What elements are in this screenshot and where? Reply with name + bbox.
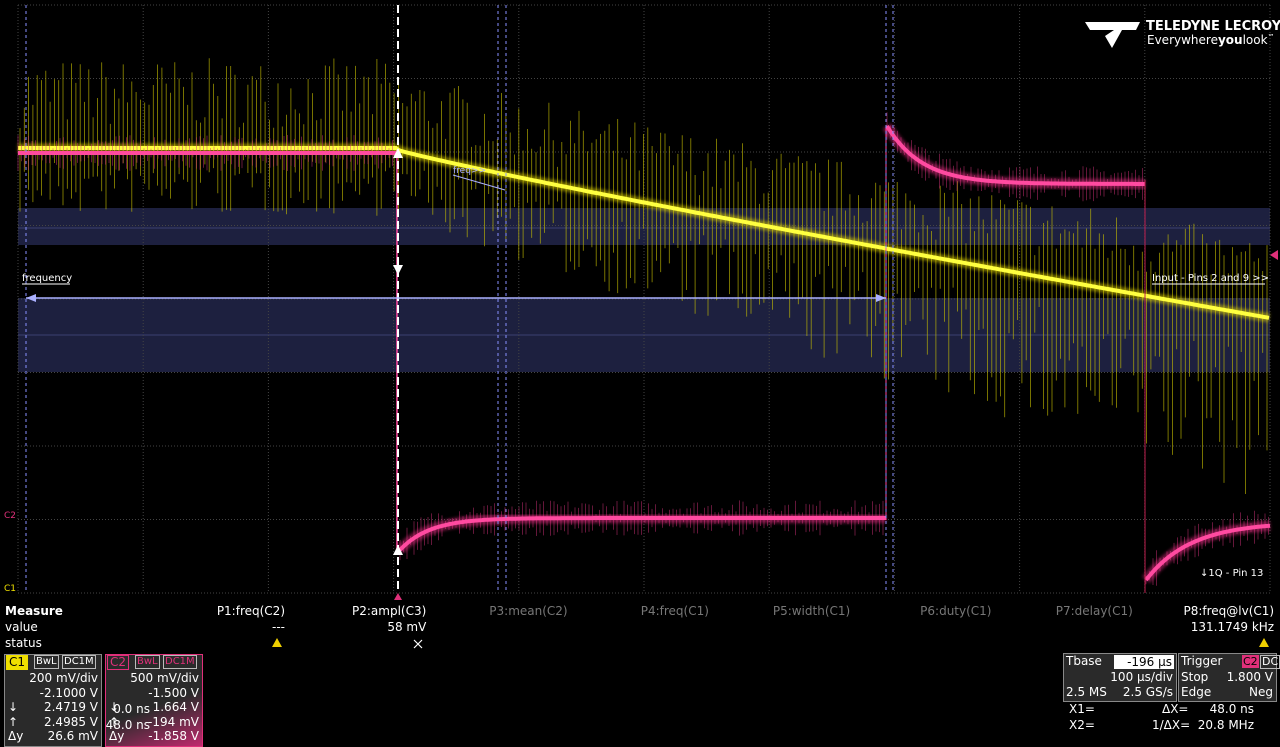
param-name: P8:freq@lv(C1) xyxy=(1183,604,1275,618)
tagline-part: look xyxy=(1243,33,1268,47)
row-symbol: ↑ xyxy=(109,714,120,729)
trigger-type: Edge xyxy=(1181,685,1212,699)
brand: TELEDYNE LECROY xyxy=(1146,19,1280,34)
status-icons xyxy=(272,638,1269,649)
channel-marker: C2 xyxy=(4,511,16,521)
row-symbol: Δy xyxy=(109,729,125,744)
param-value: 58 mV xyxy=(387,620,427,634)
row-value: 2.4719 V xyxy=(43,700,98,715)
c1-noise xyxy=(19,58,1268,494)
row-value: 500 mV/div xyxy=(130,671,199,685)
traces xyxy=(17,58,1271,586)
channel-tag: BwL xyxy=(135,655,160,669)
tbase-samples: 2.5 MS xyxy=(1066,685,1107,699)
timebase-box: Tbase -196 µs 100 µs/div 2.5 MS 2.5 GS/s xyxy=(1063,653,1177,702)
param-name: P2:ampl(C3) xyxy=(352,604,427,618)
tbase-rate: 2.5 GS/s xyxy=(1122,685,1173,699)
channel-label: C1 xyxy=(6,655,29,670)
param-name: P4:freq(C1) xyxy=(640,604,709,618)
tagline-part: Everywhere xyxy=(1147,33,1218,47)
channel-tag: DC1M xyxy=(62,655,96,669)
row-value: -1.858 V xyxy=(148,729,199,744)
logo: TELEDYNE LECROY Everywhereyoulook™ xyxy=(1085,19,1280,48)
trigger-source: C2 xyxy=(1242,655,1259,668)
c2-trace xyxy=(1144,523,1271,582)
waveform-display: frequency freq>> Input - Pins 2 and 9 >>… xyxy=(4,4,1280,600)
cursor-readout: X2= xyxy=(1069,718,1095,732)
c2-trace xyxy=(885,124,1145,186)
tagline: Everywhereyoulook™ xyxy=(1147,33,1275,47)
param-name: P7:delay(C1) xyxy=(1055,604,1133,618)
channel-box: C1 BwL DC1M 200 mV/div -2.1000 V ↓ 2.4719 V ↑ 2.… xyxy=(4,654,102,747)
row-value: -194 mV xyxy=(148,714,199,729)
row-value: 1.664 V xyxy=(152,700,199,715)
cursor-readout: 48.0 ns xyxy=(105,718,150,732)
param-value: 131.1749 kHz xyxy=(1190,620,1275,634)
param-name: P6:duty(C1) xyxy=(920,604,992,618)
row-symbol: Δy xyxy=(8,729,24,744)
annotation: frequency xyxy=(22,273,72,284)
row-value: 200 mV/div xyxy=(29,671,98,685)
channel-marker: C1 xyxy=(4,584,16,594)
measure-title: Measure xyxy=(5,604,63,618)
row-symbol: ↑ xyxy=(8,714,19,729)
channel-label: C2 xyxy=(107,655,130,670)
trademark: ™ xyxy=(1268,33,1275,41)
cursor-readout: 0.0 ns xyxy=(113,702,150,716)
tbase-label: Tbase xyxy=(1066,654,1102,668)
row-symbol: ↓ xyxy=(109,700,120,715)
row-value: -2.1000 V xyxy=(39,685,98,700)
row-label: status xyxy=(5,636,42,650)
trigger-slope: Neg xyxy=(1249,685,1273,699)
cursor-readout: 20.8 MHz xyxy=(1197,718,1254,732)
cursors xyxy=(22,5,1278,600)
c2-trace xyxy=(398,516,886,552)
cursor-readout: ΔX= xyxy=(1162,702,1189,716)
tbase-delay: -196 µs xyxy=(1114,655,1174,669)
trigger-level: 1.800 V xyxy=(1226,670,1273,684)
cursor-readout: 48.0 ns xyxy=(1209,702,1254,716)
channel-box: C2 BwL DC1M 500 mV/div -1.500 V ↓ 1.664 V ↑ -194… xyxy=(105,654,203,747)
row-value: 2.4985 V xyxy=(43,714,98,729)
trigger-label: Trigger xyxy=(1181,654,1223,668)
tagline-part: you xyxy=(1218,33,1243,47)
channel-tag: BwL xyxy=(34,655,59,669)
cursor-readout: X1= xyxy=(1069,702,1095,716)
tbase-scale: 100 µs/div xyxy=(1110,670,1173,684)
trigger-coupling: DC xyxy=(1260,655,1280,669)
grid xyxy=(17,4,1271,594)
row-value: 26.6 mV xyxy=(47,729,98,744)
row-value: -1.500 V xyxy=(148,685,199,700)
row-symbol: ↓ xyxy=(8,700,19,715)
trigger-mode: Stop xyxy=(1181,670,1209,684)
trigger-box: Trigger C2 DC Stop 1.800 V Edge Neg xyxy=(1178,653,1280,702)
param-name: P1:freq(C2) xyxy=(216,604,285,618)
annotation: ↓1Q - Pin 13 xyxy=(1200,568,1263,579)
param-value: --- xyxy=(272,620,285,634)
param-name: P3:mean(C2) xyxy=(489,604,568,618)
row-label: value xyxy=(5,620,38,634)
channel-tag: DC1M xyxy=(163,655,197,669)
cursor-readout: 1/ΔX= xyxy=(1152,718,1191,732)
annotation: freq>> xyxy=(453,166,486,176)
annotation: Input - Pins 2 and 9 >> xyxy=(1152,273,1269,284)
param-name: P5:width(C1) xyxy=(772,604,851,618)
